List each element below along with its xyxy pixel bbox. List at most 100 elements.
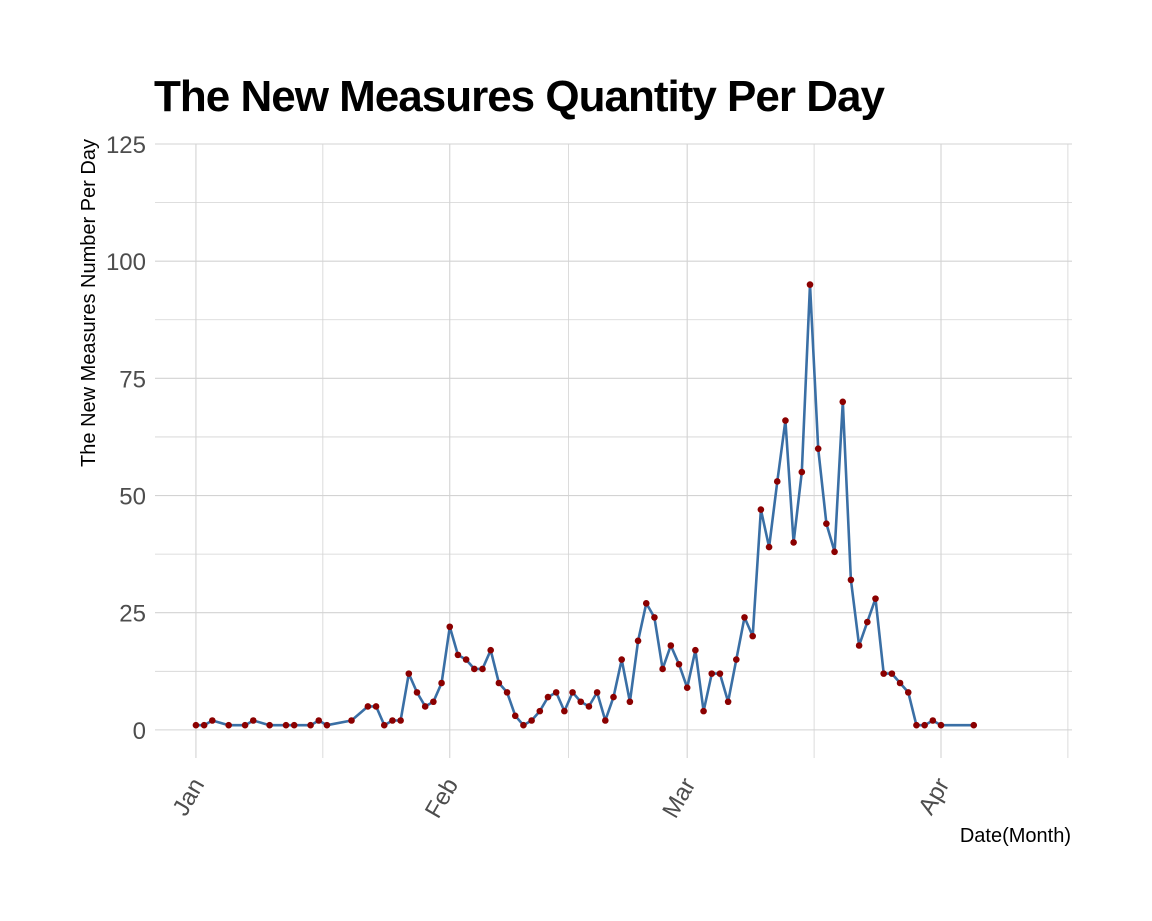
data-point [462,656,470,663]
data-point [413,689,421,696]
data-point [667,642,675,649]
x-tick-label: Jan [167,774,210,821]
y-tick-label: 0 [133,718,146,745]
data-point [380,721,388,729]
data-point [446,623,454,631]
data-point [806,281,814,288]
data-point [348,717,355,724]
data-point [192,721,200,729]
data-point [773,478,781,485]
data-point [782,417,789,424]
data-point [503,689,511,696]
data-point [618,656,625,663]
data-point [209,717,216,724]
data-point [266,721,273,729]
data-point [765,543,773,551]
data-point [241,721,249,729]
data-point [757,506,765,513]
data-point [528,717,535,724]
data-point [913,721,920,729]
data-point [372,703,380,710]
data-point [602,717,609,724]
chart-title: The New Measures Quantity Per Day [154,72,885,121]
y-tick-label: 125 [106,132,146,159]
data-point [487,646,494,654]
data-point [421,703,429,710]
data-point [323,721,331,729]
data-point [569,689,576,696]
data-point [642,600,650,607]
data-point [675,660,683,668]
data-point [397,717,404,724]
x-tick-label: Mar [657,774,701,823]
series-line [195,283,974,727]
data-point [708,670,716,677]
data-point [692,646,699,654]
data-point [724,698,732,706]
data-point [626,698,634,706]
data-point [970,721,978,729]
data-point [741,614,748,621]
data-point [651,614,658,621]
data-point [315,717,323,724]
data-point [823,520,830,527]
data-point [937,721,945,729]
y-tick-label: 100 [106,249,146,276]
x-tick-label: Feb [420,774,464,823]
data-point [561,707,568,715]
data-point [536,707,544,715]
data-point [471,665,478,673]
data-point [577,698,585,706]
data-point [880,670,887,677]
data-point [904,689,912,696]
data-point [855,642,863,649]
data-point [511,712,519,720]
data-point [249,717,257,724]
data-point [700,707,707,715]
data-point [733,656,740,663]
data-point [544,693,552,701]
data-point [200,721,208,729]
data-point [798,468,806,476]
x-tick-label: Apr [913,774,955,820]
data-point [307,721,314,729]
data-point [634,637,642,645]
data-point [864,618,871,626]
data-point [929,717,937,724]
y-tick-label: 25 [119,601,146,628]
data-point [610,693,617,701]
data-point [520,721,527,729]
data-point [749,632,756,640]
data-point [921,721,928,729]
data-point [593,689,601,696]
data-point [847,576,855,584]
data-point [585,703,593,710]
data-point [839,398,847,406]
data-point [405,670,413,677]
data-point [495,679,503,687]
data-point [479,665,486,673]
data-point [389,717,396,724]
data-point [364,703,372,710]
data-point [872,595,879,602]
data-point [282,721,290,729]
y-axis-title: The New Measures Number Per Day [78,139,100,467]
data-point [814,445,822,452]
data-point [831,548,838,556]
data-point [438,679,445,687]
x-axis-title: Date(Month) [960,825,1071,847]
data-point [454,651,462,659]
data-point [290,721,298,729]
data-point [888,670,896,677]
data-point [683,684,691,691]
data-point [552,689,560,696]
data-point [896,679,904,687]
series-layer [192,281,978,729]
data-point [659,665,666,673]
y-tick-label: 50 [119,484,146,511]
grid-lines [155,143,1072,758]
data-point [225,721,232,729]
y-tick-label: 75 [119,366,146,393]
data-point [430,698,437,706]
